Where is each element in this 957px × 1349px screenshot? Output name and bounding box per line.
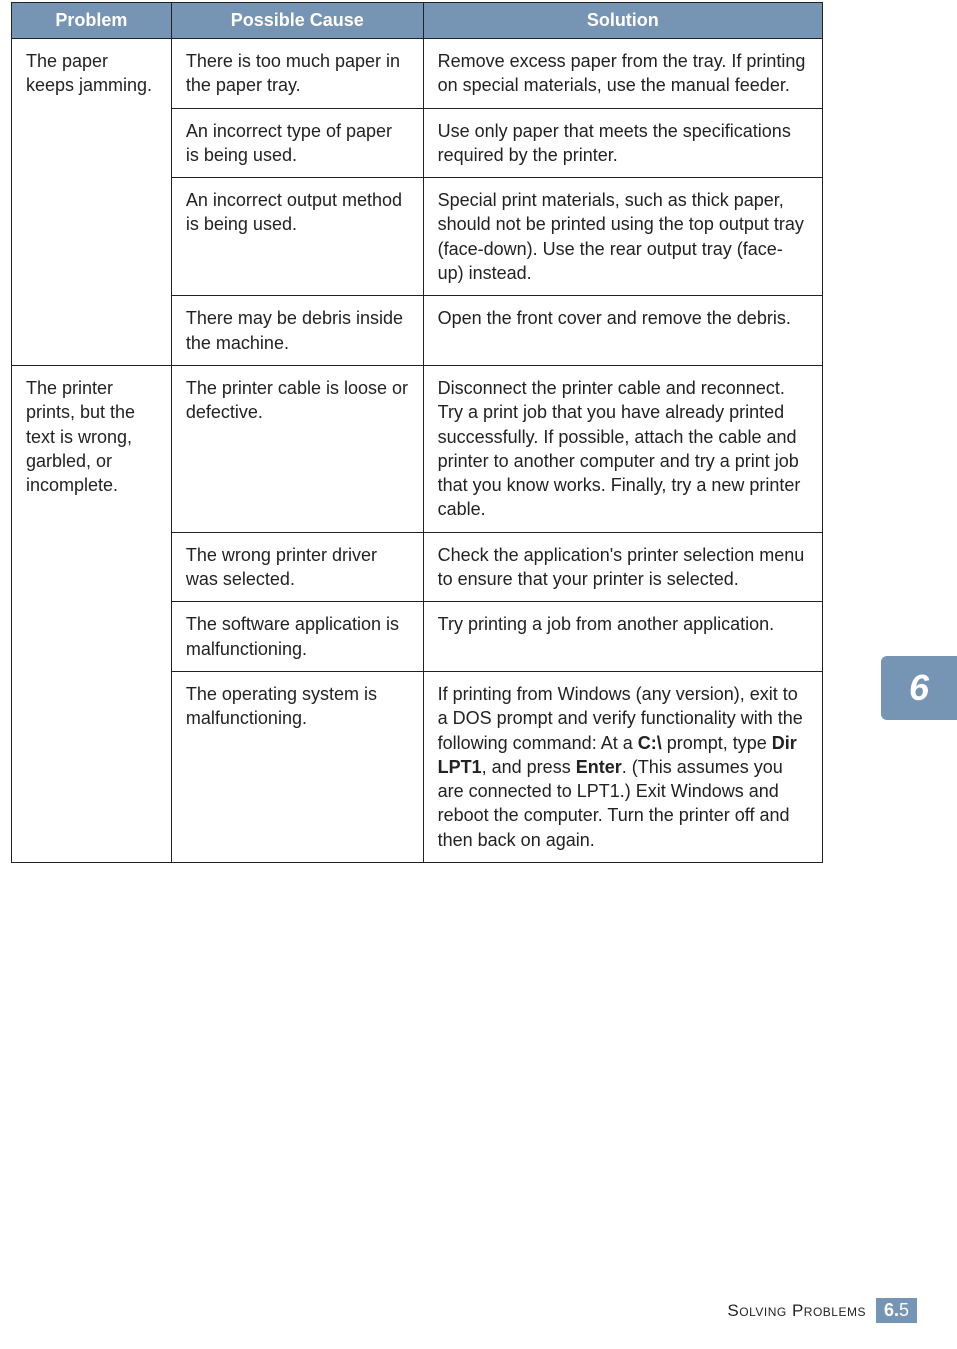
cause-cell: An incorrect output method is being used… (171, 178, 423, 296)
problem-cell: The printer prints, but the text is wron… (12, 365, 172, 862)
column-header-problem: Problem (12, 3, 172, 39)
cause-cell: The operating system is malfunctioning. (171, 671, 423, 862)
footer-page-prefix: 6. (884, 1300, 899, 1320)
cause-cell: The wrong printer driver was selected. (171, 532, 423, 602)
chapter-tab: 6 (881, 656, 957, 720)
column-header-solution: Solution (423, 3, 822, 39)
footer-section-title: Solving Problems (727, 1301, 866, 1321)
solution-cell: Open the front cover and remove the debr… (423, 296, 822, 366)
page-footer: Solving Problems 6.5 (727, 1298, 917, 1323)
troubleshooting-table: Problem Possible Cause Solution The pape… (11, 2, 823, 863)
solution-cell: Use only paper that meets the specificat… (423, 108, 822, 178)
table-row: The printer prints, but the text is wron… (12, 365, 823, 532)
footer-page-number: 6.5 (876, 1298, 917, 1323)
cause-cell: There is too much paper in the paper tra… (171, 39, 423, 109)
table-row: The paper keeps jamming. There is too mu… (12, 39, 823, 109)
cause-cell: The software application is malfunctioni… (171, 602, 423, 672)
solution-cell: Check the application's printer selectio… (423, 532, 822, 602)
column-header-cause: Possible Cause (171, 3, 423, 39)
solution-cell: Special print materials, such as thick p… (423, 178, 822, 296)
solution-cell: Disconnect the printer cable and reconne… (423, 365, 822, 532)
solution-cell: Remove excess paper from the tray. If pr… (423, 39, 822, 109)
cause-cell: An incorrect type of paper is being used… (171, 108, 423, 178)
solution-cell: If printing from Windows (any version), … (423, 671, 822, 862)
problem-cell: The paper keeps jamming. (12, 39, 172, 366)
solution-cell: Try printing a job from another applicat… (423, 602, 822, 672)
cause-cell: The printer cable is loose or defective. (171, 365, 423, 532)
cause-cell: There may be debris inside the machine. (171, 296, 423, 366)
chapter-number: 6 (909, 667, 929, 709)
footer-page-num: 5 (899, 1300, 909, 1320)
